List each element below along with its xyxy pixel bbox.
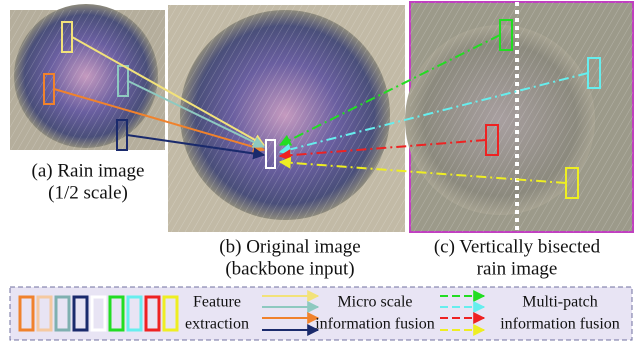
caption: rain image [477, 258, 558, 279]
legend-label: Multi-patch [522, 294, 598, 311]
bisected-image [405, 2, 633, 232]
caption: (b) Original image [219, 236, 360, 257]
legend: Feature extraction Micro scale informati… [10, 287, 632, 340]
caption: (backbone input) [225, 258, 354, 279]
figure: (a) Rain image (1/2 scale) (b) Original … [0, 0, 637, 344]
caption: (c) Vertically bisected [434, 236, 601, 257]
legend-label: information fusion [315, 316, 435, 333]
caption: (1/2 scale) [48, 182, 128, 203]
legend-label: Feature [193, 294, 241, 311]
legend-label: Micro scale [337, 294, 412, 311]
caption: (a) Rain image [32, 160, 145, 181]
legend-label: information fusion [500, 316, 620, 333]
legend-label: extraction [185, 316, 249, 333]
